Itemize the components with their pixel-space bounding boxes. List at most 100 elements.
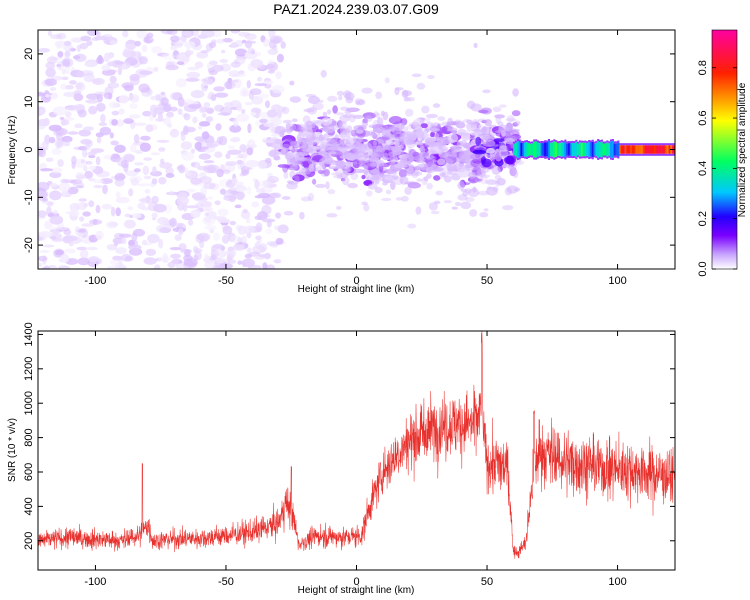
spectrogram-blob: [95, 204, 101, 214]
spectrogram-blob: [79, 216, 85, 222]
spectrogram-carrier-edge: [631, 143, 634, 146]
spectrogram-blob: [120, 253, 132, 262]
spectrogram-carrier-edge: [648, 143, 651, 146]
spectrogram-blob: [188, 128, 194, 133]
spectrogram-blob: [373, 111, 379, 117]
spectrogram-blob: [447, 133, 459, 143]
spectrogram-blob: [473, 42, 478, 49]
spectrogram-blob: [456, 122, 466, 129]
spectrogram-blob: [118, 174, 126, 180]
spectrogram-blob: [350, 168, 365, 174]
spectrogram-blob: [100, 178, 113, 184]
spectrogram-carrier-segment: [595, 142, 598, 157]
spectrogram-carrier-edge: [659, 153, 662, 156]
spectrogram-blob: [461, 132, 471, 142]
spectrogram-blob: [310, 120, 322, 125]
spectrogram-blob: [271, 133, 280, 137]
spectrogram-carrier-edge: [553, 139, 556, 142]
spectrogram-carrier-segment: [577, 143, 580, 156]
spectrogram-blob: [133, 168, 141, 173]
spectrogram-blob: [457, 167, 466, 173]
spectrogram-carrier-edge: [602, 141, 605, 144]
spectrogram-blob: [398, 169, 408, 178]
spectrogram-blob: [253, 51, 262, 57]
spectrogram-carrier-edge: [578, 156, 581, 159]
spectrogram-blob: [469, 122, 479, 126]
spectrogram-carrier-segment: [619, 145, 622, 154]
spectrogram-blob: [254, 241, 261, 249]
spectrogram-carrier-segment: [564, 141, 567, 158]
spectrogram-blob: [282, 129, 294, 133]
spectrogram-blob: [481, 158, 492, 168]
spectrogram-blob: [153, 107, 165, 115]
spectrogram-blob: [361, 87, 373, 94]
spectrogram-blob: [371, 168, 380, 174]
spectrogram-blob: [362, 112, 376, 119]
spectrogram-blob: [374, 187, 383, 194]
spectrogram-blob: [472, 128, 483, 132]
spectrogram-blob: [496, 178, 506, 186]
spectrogram-blob: [240, 235, 247, 245]
spectrogram-carrier-edge: [644, 153, 647, 156]
spectrogram-blob: [160, 158, 165, 164]
spectrogram-blob: [242, 151, 247, 162]
spectrogram-blob: [361, 159, 370, 163]
spectrogram-blob: [278, 130, 285, 137]
spectrogram-carrier-edge: [580, 140, 583, 143]
spectrogram-blob: [408, 154, 414, 162]
spectrogram-blob: [439, 126, 448, 132]
spectrogram-blob: [139, 197, 154, 204]
spectrogram-blob: [300, 137, 312, 143]
spectrogram-blob: [86, 246, 98, 251]
spectrogram-carrier-edge: [624, 143, 627, 146]
spectrogram-blob: [334, 112, 345, 116]
spectrogram-carrier-segment: [551, 142, 554, 157]
spectrogram-blob: [85, 160, 93, 165]
spectrogram-blob: [83, 144, 91, 151]
chart-title: PAZ1.2024.239.03.07.G09: [273, 1, 439, 17]
spectrogram-blob: [358, 99, 366, 105]
spectrogram-carrier-edge: [641, 153, 644, 156]
spectrogram-blob: [399, 137, 412, 141]
spectrogram-carrier-segment: [562, 142, 565, 157]
spectrogram-blob: [224, 102, 234, 107]
spectrogram-blob: [39, 250, 50, 253]
spectrogram-blob: [244, 40, 253, 49]
spectrogram-blob: [102, 184, 108, 195]
spectrogram-blob: [88, 200, 95, 208]
spectrogram-blob: [405, 171, 414, 176]
spectrogram-blob: [412, 124, 423, 132]
spectrogram-blob: [400, 195, 409, 202]
spectrogram-carrier-edge: [611, 139, 614, 141]
spectrogram-blob: [188, 219, 194, 226]
spectrogram-carrier-segment: [652, 145, 655, 154]
spectrogram-blob: [106, 244, 118, 251]
spectrogram-blob: [506, 144, 512, 151]
spectrogram-carrier-edge: [615, 141, 618, 144]
spectrogram-blob: [234, 181, 244, 187]
spectrogram-blob: [262, 80, 274, 85]
spectrogram-blob: [477, 118, 487, 123]
spectrogram-blob: [441, 121, 451, 127]
spectrogram-blob: [59, 116, 64, 120]
spectrogram-blob: [128, 93, 140, 103]
spectrogram-blob: [240, 87, 250, 94]
spectrogram-blob: [456, 141, 464, 147]
spectrogram-blob: [257, 159, 267, 170]
spectrogram-blob: [172, 257, 179, 267]
spectrogram-blob: [244, 101, 254, 106]
spectrogram-blob: [71, 155, 77, 165]
spectrogram-carrier-edge: [518, 157, 521, 160]
spectrogram-carrier-edge: [569, 155, 572, 158]
y-tick-label: 20: [23, 48, 35, 60]
spectrogram-blob: [105, 40, 111, 45]
spectrogram-carrier-segment: [538, 143, 541, 156]
spectrogram-blob: [425, 128, 432, 133]
spectrogram-blob: [298, 123, 304, 130]
spectrogram-blob: [204, 253, 209, 261]
spectrogram-blob: [333, 175, 343, 179]
spectrogram-blob: [41, 140, 49, 149]
spectrogram-carrier-edge: [513, 155, 516, 158]
spectrogram-blob: [109, 132, 114, 139]
